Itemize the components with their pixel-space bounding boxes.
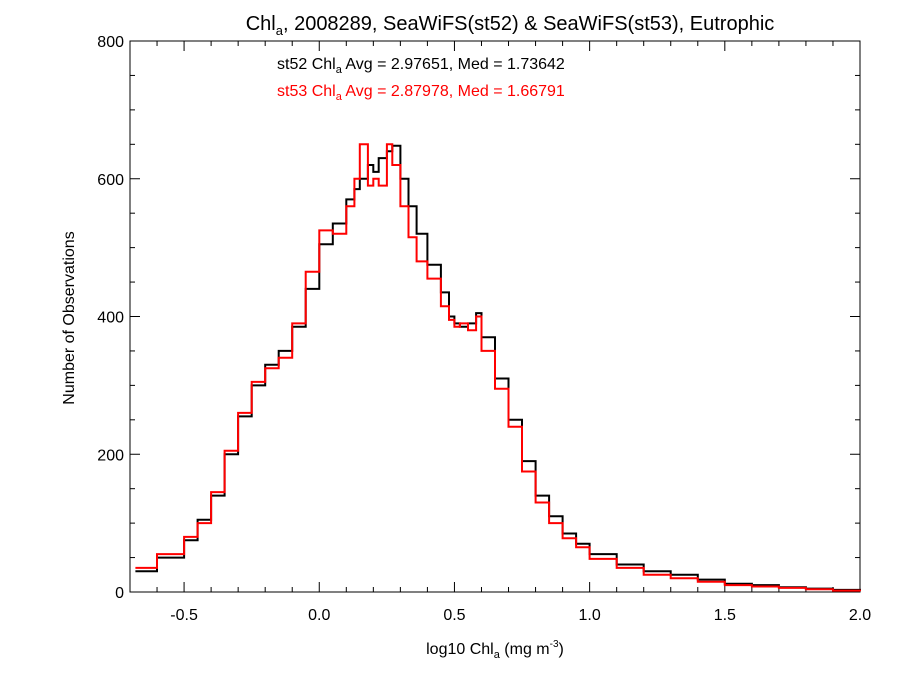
x-axis-label-sup: -3 bbox=[550, 639, 559, 650]
chart-title-sub: a bbox=[276, 23, 284, 38]
annotation-st52-suffix: Avg = 2.97651, Med = 1.73642 bbox=[342, 56, 565, 73]
plot-frame bbox=[129, 40, 861, 593]
x-tick-label: 1.0 bbox=[579, 607, 601, 624]
x-axis-label: log10 Chla (mg m-3) bbox=[426, 639, 564, 661]
annotation-st53-prefix: st53 Chl bbox=[277, 83, 336, 100]
x-tick-label: 0.0 bbox=[308, 607, 330, 624]
x-tick-label: 0.5 bbox=[443, 607, 465, 624]
series-layer bbox=[135, 143, 861, 592]
x-tick-label: 2.0 bbox=[849, 607, 871, 624]
annotation-st52-sub: a bbox=[336, 64, 343, 76]
annotation-st52-prefix: st52 Chl bbox=[277, 56, 336, 73]
y-axis-label: Number of Observations bbox=[61, 231, 78, 404]
y-tick-label: 800 bbox=[97, 34, 124, 51]
chart-title-suffix: , 2008289, SeaWiFS(st52) & SeaWiFS(st53)… bbox=[283, 13, 774, 35]
chart-title: Chla, 2008289, SeaWiFS(st52) & SeaWiFS(s… bbox=[246, 13, 775, 38]
x-axis-label-prefix: log10 Chl bbox=[426, 641, 494, 658]
x-axis-label-middle: (mg m bbox=[500, 641, 550, 658]
y-tick-label: 600 bbox=[97, 172, 124, 189]
x-tick-label: -0.5 bbox=[170, 607, 198, 624]
y-tick-label: 200 bbox=[97, 447, 124, 464]
annotation-st53-suffix: Avg = 2.87978, Med = 1.66791 bbox=[342, 83, 565, 100]
axis-ticks: -0.5 0.0 0.5 1.0 1.5 2.0 0 200 400 600 800 bbox=[97, 34, 871, 624]
annotation-st52: st52 Chla Avg = 2.97651, Med = 1.73642 bbox=[277, 56, 565, 76]
x-tick-label: 1.5 bbox=[714, 607, 736, 624]
annotation-st53-sub: a bbox=[336, 91, 343, 103]
y-tick-label: 0 bbox=[115, 585, 124, 602]
chart-title-prefix: Chl bbox=[246, 13, 276, 35]
series-line-st52 bbox=[135, 144, 861, 591]
annotation-st53: st53 Chla Avg = 2.87978, Med = 1.66791 bbox=[277, 83, 565, 103]
x-axis-label-sub: a bbox=[494, 649, 501, 661]
x-axis-label-suffix: ) bbox=[559, 641, 564, 658]
series-line-st53 bbox=[135, 143, 861, 592]
y-tick-label: 400 bbox=[97, 310, 124, 327]
